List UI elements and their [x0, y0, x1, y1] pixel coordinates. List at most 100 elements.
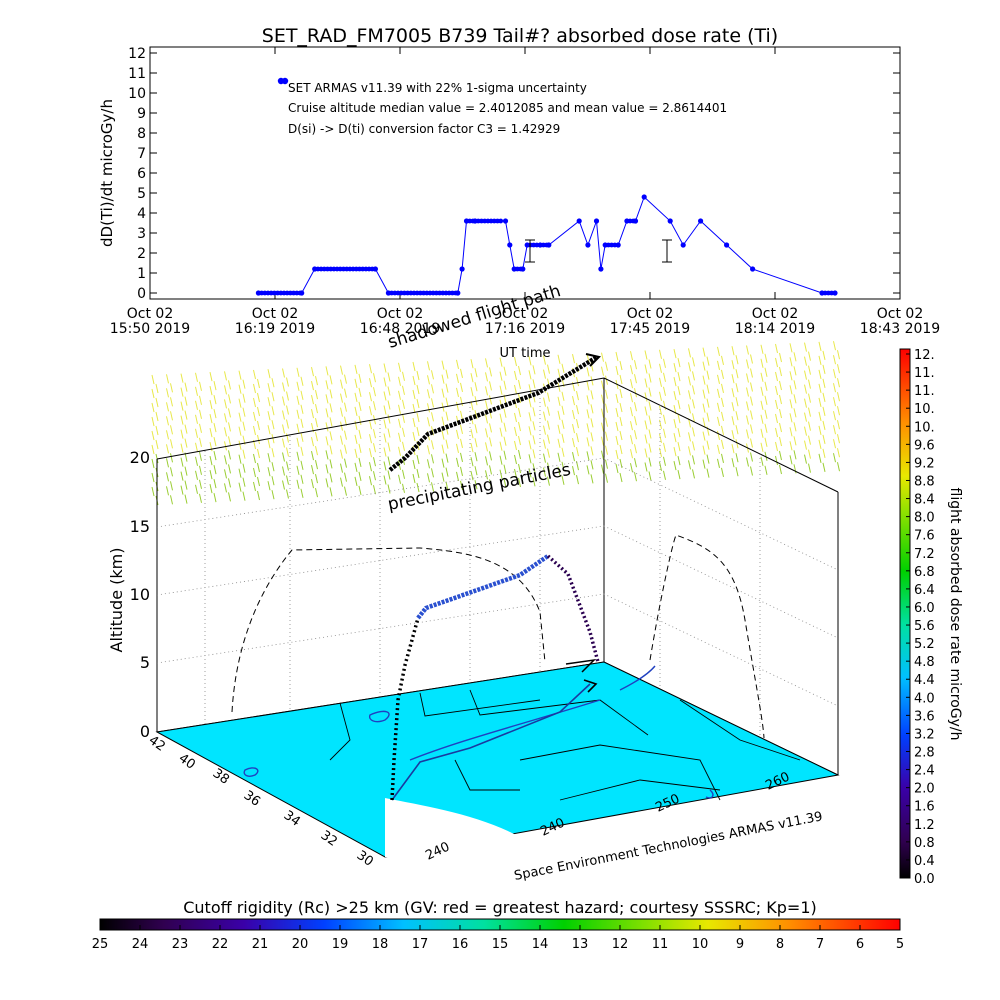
- particle-mark: [485, 428, 488, 438]
- data-point: [459, 266, 465, 272]
- particle-mark: [242, 379, 246, 389]
- particle-mark: [253, 425, 256, 436]
- particle-mark: [340, 435, 343, 445]
- particle-mark: [688, 460, 691, 470]
- particle-mark: [329, 375, 333, 385]
- data-point: [680, 242, 686, 248]
- particle-mark: [586, 395, 590, 405]
- particle-mark: [572, 423, 575, 434]
- particle-mark: [267, 397, 271, 407]
- particle-mark: [518, 365, 521, 376]
- lat-tick: 34: [281, 808, 303, 830]
- particle-mark: [601, 394, 604, 404]
- particle-mark: [601, 380, 604, 390]
- particle-mark: [576, 460, 579, 471]
- particle-mark: [431, 370, 434, 380]
- particle-mark: [793, 422, 797, 432]
- particle-mark: [833, 355, 836, 365]
- particle-mark: [228, 436, 231, 446]
- particle-mark: [760, 456, 764, 466]
- particle-mark: [793, 408, 797, 418]
- particle-mark: [315, 445, 318, 456]
- particle-mark: [822, 392, 826, 403]
- particle-mark: [344, 388, 347, 398]
- data-point: [598, 266, 604, 272]
- particle-mark: [615, 463, 619, 474]
- colorbar-right-tick-label: 1.2: [914, 818, 935, 833]
- particle-mark: [373, 401, 376, 411]
- data-point-dense: [369, 266, 375, 272]
- particle-mark: [503, 478, 507, 488]
- particle-mark: [688, 362, 691, 372]
- particle-mark: [590, 390, 594, 400]
- particle-mark: [315, 473, 318, 484]
- particle-mark: [344, 458, 347, 468]
- particle-mark: [619, 444, 623, 455]
- particle-mark: [688, 348, 691, 358]
- particle-mark: [358, 443, 362, 454]
- particle-mark: [692, 385, 695, 395]
- particle-mark: [485, 400, 488, 410]
- particle-mark: [300, 446, 304, 456]
- particle-mark: [532, 449, 536, 459]
- colorbar-right-tick-label: 6.0: [914, 601, 935, 616]
- particle-mark: [296, 437, 300, 447]
- particle-mark: [547, 462, 550, 472]
- particle-mark: [340, 407, 343, 417]
- particle-mark: [155, 425, 159, 436]
- colorbar-bottom-tick-label: 14: [532, 937, 549, 952]
- particle-mark: [242, 393, 246, 403]
- particle-mark: [257, 406, 260, 417]
- colorbar-right-tick-label: 5.2: [914, 637, 935, 652]
- lat-tick: 32: [318, 828, 340, 850]
- colorbar-bottom-tick-label: 22: [212, 937, 229, 952]
- particle-mark: [837, 392, 840, 402]
- particle-mark: [329, 417, 333, 427]
- particle-mark: [238, 468, 242, 478]
- particle-mark: [677, 371, 681, 382]
- particle-mark: [746, 401, 749, 411]
- particle-mark: [532, 365, 536, 375]
- particle-mark: [760, 344, 764, 354]
- particle-mark: [445, 397, 449, 407]
- particle-mark: [267, 481, 271, 491]
- particle-mark: [416, 412, 420, 423]
- particle-mark: [358, 387, 362, 398]
- particle-mark: [213, 408, 217, 419]
- particle-mark: [557, 438, 561, 448]
- particle-mark: [431, 412, 434, 422]
- particle-mark: [659, 461, 662, 471]
- particle-mark: [373, 485, 376, 495]
- particle-mark: [764, 465, 768, 475]
- colorbar-right-tick-label: 8.4: [914, 493, 935, 508]
- particle-mark: [325, 464, 329, 474]
- particle-mark: [213, 380, 217, 391]
- data-point-dense: [612, 242, 618, 248]
- particle-mark: [238, 440, 242, 450]
- particle-mark: [833, 383, 836, 393]
- contour-line: [368, 710, 390, 723]
- y-tick-label: 8: [137, 126, 146, 142]
- particle-mark: [286, 447, 289, 457]
- colorbar-bottom-tick-label: 13: [572, 937, 589, 952]
- particle-mark: [634, 374, 637, 384]
- particle-mark: [151, 402, 155, 413]
- y-tick-label: 6: [137, 166, 146, 182]
- particle-mark: [155, 397, 159, 408]
- particle-mark: [311, 450, 314, 461]
- particle-mark: [373, 387, 376, 397]
- particle-mark: [746, 387, 749, 397]
- particle-mark: [518, 449, 521, 460]
- particle-mark: [746, 415, 749, 425]
- particle-mark: [779, 380, 782, 391]
- particle-mark: [242, 463, 246, 473]
- particle-mark: [387, 400, 391, 410]
- particle-mark: [804, 356, 807, 366]
- particle-mark: [427, 473, 430, 483]
- particle-mark: [586, 409, 590, 419]
- particle-mark: [209, 455, 213, 466]
- particle-mark: [717, 444, 720, 455]
- colorbar-bottom-tick-label: 18: [372, 937, 389, 952]
- particle-mark: [184, 396, 188, 406]
- particle-mark: [412, 473, 416, 484]
